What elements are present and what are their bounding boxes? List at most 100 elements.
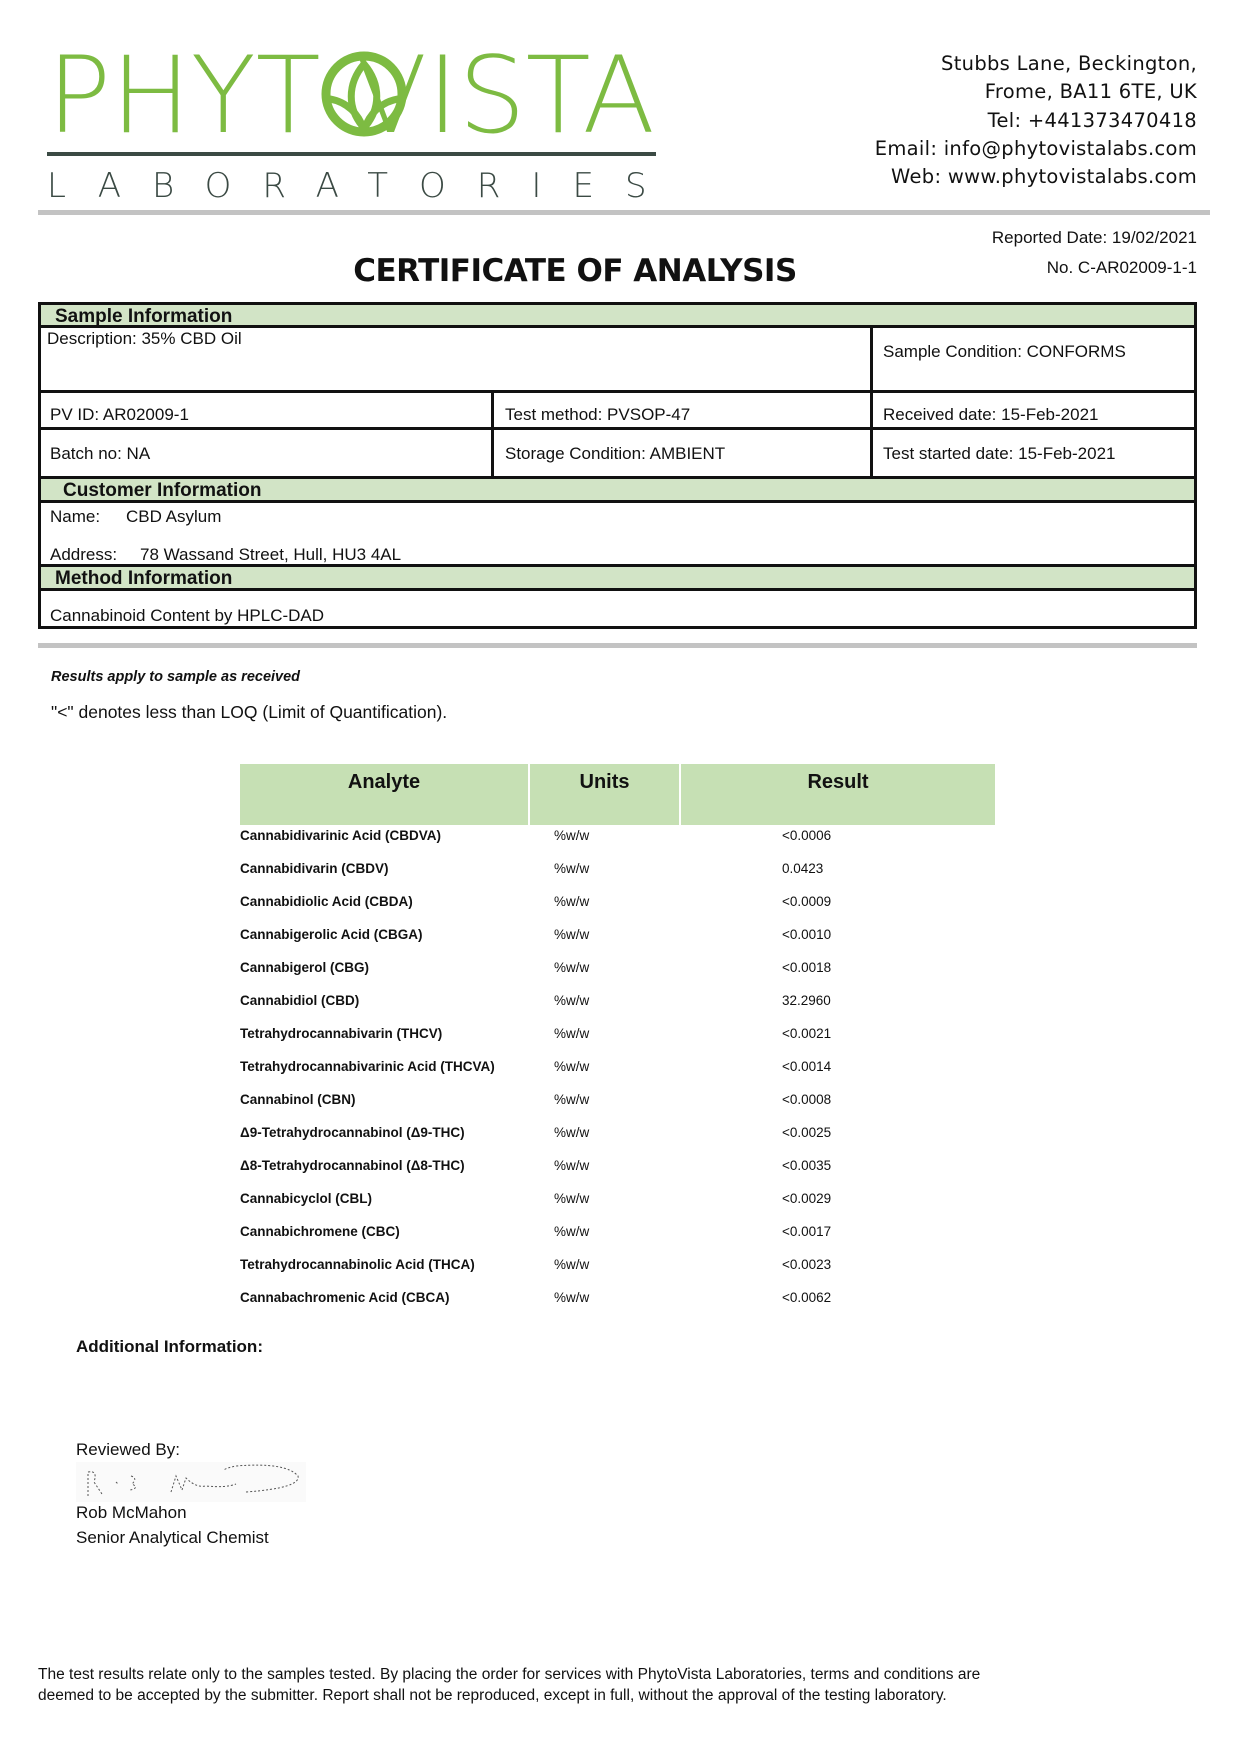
footer-line-2: deemed to be accepted by the submitter. … — [38, 1687, 947, 1704]
pv-id: PV ID: AR02009-1 — [50, 405, 189, 424]
result-cell: <0.0008 — [782, 1092, 832, 1107]
result-cell: <0.0006 — [782, 828, 832, 843]
result-cell: 32.2960 — [782, 993, 831, 1008]
table-row: Cannabichromene (CBC) %w/w <0.0017 — [240, 1224, 1000, 1257]
result-cell: <0.0018 — [782, 960, 832, 975]
units-cell: %w/w — [554, 1026, 590, 1041]
table-row: Δ8-Tetrahydrocannabinol (Δ8-THC) %w/w <0.0… — [240, 1158, 1000, 1191]
table-row: Cannabigerol (CBG) %w/w <0.0018 — [240, 960, 1000, 993]
reviewed-by-label: Reviewed By: — [76, 1440, 180, 1459]
analyte-cell: Cannabidiol (CBD) — [240, 993, 360, 1008]
analyte-cell: Cannabigerolic Acid (CBGA) — [240, 927, 423, 942]
units-cell: %w/w — [554, 1059, 590, 1074]
analyte-cell: Cannabinol (CBN) — [240, 1092, 356, 1107]
results-apply-note: Results apply to sample as received — [51, 669, 301, 685]
customer-info-header: Customer Information — [41, 479, 1194, 501]
page-title: CERTIFICATE OF ANALYSIS — [353, 253, 797, 289]
analyte-cell: Cannabidivarin (CBDV) — [240, 861, 389, 876]
column-header-result: Result — [681, 764, 995, 825]
result-cell: <0.0035 — [782, 1158, 832, 1173]
result-cell: <0.0025 — [782, 1125, 832, 1140]
units-cell: %w/w — [554, 1224, 590, 1239]
method-text: Cannabinoid Content by HPLC-DAD — [50, 606, 325, 625]
analyte-cell: Tetrahydrocannabinolic Acid (THCA) — [240, 1257, 475, 1272]
received-date: Received date: 15-Feb-2021 — [883, 405, 1099, 424]
analyte-cell: Cannabachromenic Acid (CBCA) — [240, 1290, 450, 1305]
table-row: Cannabidiolic Acid (CBDA) %w/w <0.0009 — [240, 894, 1000, 927]
analyte-cell: Cannabichromene (CBC) — [240, 1224, 400, 1239]
result-cell: <0.0062 — [782, 1290, 832, 1305]
logo-divider — [47, 152, 656, 156]
result-cell: <0.0021 — [782, 1026, 832, 1041]
analyte-cell: Cannabidiolic Acid (CBDA) — [240, 894, 413, 909]
phytovista-logo: PHYT VISTA — [47, 44, 655, 140]
result-cell: 0.0423 — [782, 861, 824, 876]
email: Email: info@phytovistalabs.com — [874, 137, 1197, 160]
units-cell: %w/w — [554, 1257, 590, 1272]
units-cell: %w/w — [554, 828, 590, 843]
units-cell: %w/w — [554, 861, 590, 876]
units-cell: %w/w — [554, 1290, 590, 1305]
address-line-1: Stubbs Lane, Beckington, — [941, 52, 1197, 75]
units-cell: %w/w — [554, 1191, 590, 1206]
column-header-units: Units — [530, 764, 679, 825]
signature-image — [76, 1462, 306, 1502]
analyte-cell: Tetrahydrocannabivarin (THCV) — [240, 1026, 443, 1041]
logo-subtitle: LABORATORIES — [47, 166, 678, 206]
table-row: Tetrahydrocannabivarin (THCV) %w/w <0.0021 — [240, 1026, 1000, 1059]
result-cell: <0.0009 — [782, 894, 832, 909]
analyte-cell: Δ8-Tetrahydrocannabinol (Δ8-THC) — [240, 1158, 465, 1173]
result-cell: <0.0017 — [782, 1224, 832, 1239]
loq-note: "<" denotes less than LOQ (Limit of Quan… — [51, 702, 448, 722]
customer-name: CBD Asylum — [126, 507, 222, 526]
analyte-cell: Δ9-Tetrahydrocannabinol (Δ9-THC) — [240, 1125, 465, 1140]
customer-address-label: Address: — [50, 545, 118, 564]
description: Description: 35% CBD Oil — [47, 329, 242, 348]
reported-date: Reported Date: 19/02/2021 — [991, 228, 1197, 247]
result-cell: <0.0010 — [782, 927, 832, 942]
table-row: Cannabidivarin (CBDV) %w/w 0.0423 — [240, 861, 1000, 894]
report-number: No. C-AR02009-1-1 — [1046, 258, 1197, 277]
table-row: Cannabidiol (CBD) %w/w 32.2960 — [240, 993, 1000, 1026]
website: Web: www.phytovistalabs.com — [891, 165, 1197, 188]
analyte-cell: Tetrahydrocannabivarinic Acid (THCVA) — [240, 1059, 495, 1074]
units-cell: %w/w — [554, 927, 590, 942]
table-row: Cannabinol (CBN) %w/w <0.0008 — [240, 1092, 1000, 1125]
units-cell: %w/w — [554, 1125, 590, 1140]
leaf-o-icon — [321, 51, 407, 137]
customer-address: 78 Wassand Street, Hull, HU3 4AL — [140, 545, 402, 564]
footer-line-1: The test results relate only to the samp… — [38, 1666, 981, 1683]
units-cell: %w/w — [554, 993, 590, 1008]
table-row: Δ9-Tetrahydrocannabinol (Δ9-THC) %w/w <0.0… — [240, 1125, 1000, 1158]
result-cell: <0.0014 — [782, 1059, 832, 1074]
units-cell: %w/w — [554, 894, 590, 909]
table-row: Cannabachromenic Acid (CBCA) %w/w <0.0062 — [240, 1290, 1000, 1323]
table-row: Cannabicyclol (CBL) %w/w <0.0029 — [240, 1191, 1000, 1224]
table-row: Tetrahydrocannabivarinic Acid (THCVA) %w/… — [240, 1059, 1000, 1092]
storage-condition: Storage Condition: AMBIENT — [505, 444, 726, 463]
telephone: Tel: +441373470418 — [987, 109, 1197, 132]
method-info-header: Method Information — [41, 567, 1194, 589]
result-cell: <0.0029 — [782, 1191, 832, 1206]
header-rule — [38, 210, 1210, 215]
result-cell: <0.0023 — [782, 1257, 832, 1272]
analyte-cell: Cannabigerol (CBG) — [240, 960, 370, 975]
table-row: Cannabigerolic Acid (CBGA) %w/w <0.0010 — [240, 927, 1000, 960]
address-line-2: Frome, BA11 6TE, UK — [984, 80, 1197, 103]
units-cell: %w/w — [554, 1092, 590, 1107]
sample-condition: Sample Condition: CONFORMS — [883, 342, 1126, 361]
column-header-analyte: Analyte — [240, 764, 528, 825]
test-started-date: Test started date: 15-Feb-2021 — [883, 444, 1116, 463]
additional-info-label: Additional Information: — [76, 1337, 263, 1356]
units-cell: %w/w — [554, 960, 590, 975]
sample-info-header: Sample Information — [41, 305, 1194, 327]
batch-number: Batch no: NA — [50, 444, 151, 463]
customer-name-label: Name: — [50, 507, 101, 526]
section-rule — [38, 643, 1197, 648]
sample-info-table — [38, 302, 1197, 629]
reviewer-name: Rob McMahon — [76, 1503, 187, 1522]
analyte-cell: Cannabidivarinic Acid (CBDVA) — [240, 828, 442, 843]
analyte-cell: Cannabicyclol (CBL) — [240, 1191, 373, 1206]
units-cell: %w/w — [554, 1158, 590, 1173]
reviewer-role: Senior Analytical Chemist — [76, 1528, 269, 1547]
